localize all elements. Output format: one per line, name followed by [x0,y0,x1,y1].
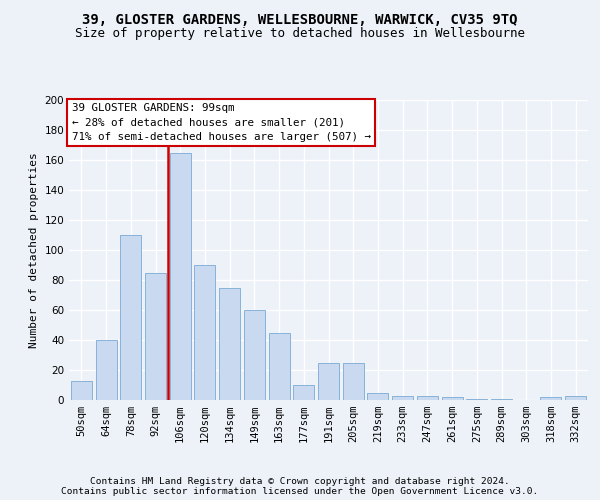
Bar [343,362,364,400]
Bar [565,396,586,400]
Bar [293,385,314,400]
Text: 39, GLOSTER GARDENS, WELLESBOURNE, WARWICK, CV35 9TQ: 39, GLOSTER GARDENS, WELLESBOURNE, WARWI… [82,12,518,26]
Text: Contains HM Land Registry data © Crown copyright and database right 2024.: Contains HM Land Registry data © Crown c… [90,476,510,486]
Bar [318,362,339,400]
Bar [71,380,92,400]
Bar [417,396,438,400]
Bar [145,272,166,400]
Y-axis label: Number of detached properties: Number of detached properties [29,152,39,348]
Bar [269,332,290,400]
Bar [392,396,413,400]
Bar [367,392,388,400]
Bar [170,152,191,400]
Text: Contains public sector information licensed under the Open Government Licence v3: Contains public sector information licen… [61,486,539,496]
Bar [491,398,512,400]
Bar [466,398,487,400]
Bar [120,235,141,400]
Bar [219,288,240,400]
Bar [541,397,562,400]
Bar [95,340,116,400]
Text: 39 GLOSTER GARDENS: 99sqm
← 28% of detached houses are smaller (201)
71% of semi: 39 GLOSTER GARDENS: 99sqm ← 28% of detac… [71,103,371,142]
Bar [244,310,265,400]
Text: Size of property relative to detached houses in Wellesbourne: Size of property relative to detached ho… [75,28,525,40]
Bar [194,265,215,400]
Bar [442,397,463,400]
